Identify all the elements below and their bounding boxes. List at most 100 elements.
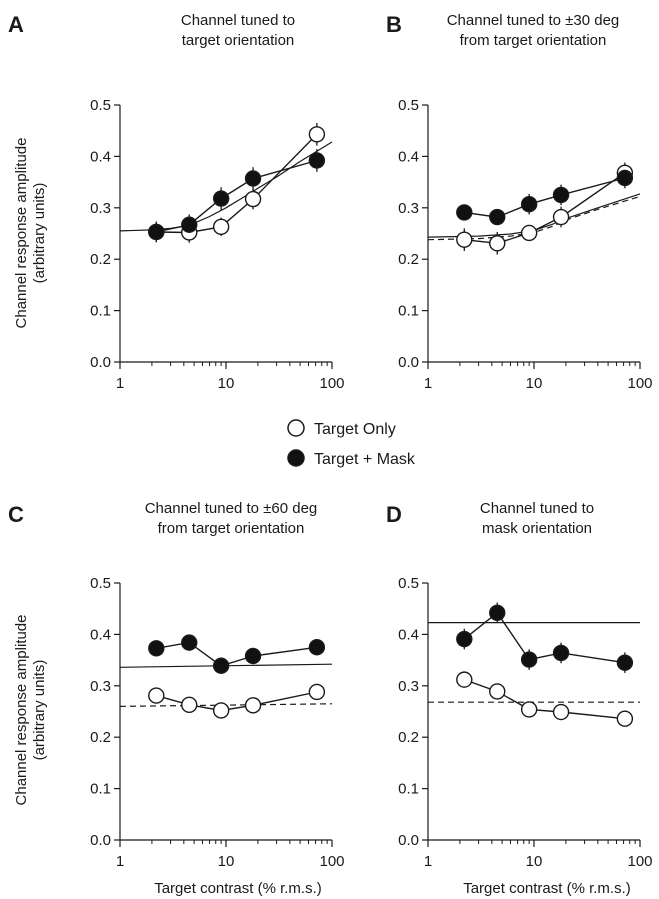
x-tick-label: 100 bbox=[627, 853, 652, 870]
x-tick-label: 10 bbox=[526, 853, 543, 870]
data-point-filled bbox=[520, 196, 538, 213]
data-point-filled bbox=[552, 644, 570, 662]
data-point-open bbox=[308, 126, 326, 143]
y-tick-label: 0.0 bbox=[90, 832, 111, 849]
data-point-filled bbox=[181, 216, 198, 233]
data-point-filled bbox=[616, 654, 634, 671]
x-tick-label: 100 bbox=[319, 375, 344, 392]
series-line-open bbox=[156, 133, 318, 234]
y-tick-label: 0.2 bbox=[90, 729, 111, 746]
data-point-filled bbox=[552, 186, 570, 204]
panel-title-line: from target orientation bbox=[460, 32, 607, 49]
y-tick-label: 0.3 bbox=[90, 200, 111, 217]
data-point-filled bbox=[616, 169, 634, 187]
data-point-filled bbox=[181, 634, 198, 651]
data-point-open bbox=[244, 190, 262, 208]
y-tick-label: 0.2 bbox=[398, 729, 419, 746]
y-tick-label: 0.1 bbox=[398, 781, 419, 798]
data-point-filled bbox=[489, 604, 506, 622]
y-tick-label: 0.5 bbox=[90, 97, 111, 114]
y-tick-label: 0.4 bbox=[398, 626, 419, 643]
panel-title-line: mask orientation bbox=[482, 520, 592, 537]
y-axis-title-bottom: Channel response amplitude (arbitrary un… bbox=[13, 615, 48, 806]
data-point-open bbox=[520, 224, 538, 242]
y-tick-label: 0.1 bbox=[398, 303, 419, 320]
panel-title-line: target orientation bbox=[182, 32, 295, 49]
panel-title-line: from target orientation bbox=[158, 520, 305, 537]
y-tick-label: 0.0 bbox=[398, 832, 419, 849]
fit-line-dashed bbox=[427, 195, 641, 241]
y-axis-title-top: Channel response amplitude (arbitrary un… bbox=[13, 138, 48, 329]
y-tick-label: 0.5 bbox=[398, 97, 419, 114]
y-tick-label: 0.3 bbox=[398, 678, 419, 695]
y-tick-label: 0.4 bbox=[90, 148, 111, 165]
panel-title-line: Channel tuned to bbox=[181, 12, 295, 29]
y-axis-title-line1: Channel response amplitude bbox=[13, 615, 30, 806]
series-line-open bbox=[464, 172, 626, 245]
x-tick-label: 10 bbox=[218, 853, 235, 870]
data-point-filled bbox=[520, 651, 538, 668]
data-point-open bbox=[489, 683, 506, 700]
series-line-filled bbox=[156, 641, 317, 667]
data-point-filled bbox=[489, 208, 506, 226]
y-tick-label: 0.2 bbox=[90, 251, 111, 268]
y-axis-title-line2: (arbitrary units) bbox=[31, 183, 48, 284]
data-point-filled bbox=[148, 640, 165, 657]
data-point-open bbox=[308, 683, 326, 701]
x-tick-label: 1 bbox=[116, 375, 124, 392]
y-tick-label: 0.4 bbox=[90, 626, 111, 643]
x-tick-label: 1 bbox=[424, 375, 432, 392]
y-axis-title-line2: (arbitrary units) bbox=[31, 660, 48, 761]
data-point-filled bbox=[212, 657, 230, 674]
data-point-open bbox=[552, 208, 570, 226]
data-point-open bbox=[489, 235, 506, 252]
y-tick-label: 0.2 bbox=[398, 251, 419, 268]
panel-c: C Channel tuned to ±60 deg from target ori… bbox=[8, 500, 345, 870]
y-tick-label: 0.0 bbox=[398, 354, 419, 371]
data-point-filled bbox=[244, 647, 262, 665]
x-axis-title-c: Target contrast (% r.m.s.) bbox=[154, 880, 322, 897]
series-line-filled bbox=[464, 177, 626, 218]
data-point-open bbox=[552, 703, 570, 721]
panel-letter: C bbox=[8, 502, 24, 527]
series-line-open bbox=[156, 691, 318, 712]
data-point-filled bbox=[148, 223, 165, 241]
x-axis-title-d: Target contrast (% r.m.s.) bbox=[463, 880, 631, 897]
fit-line-dashed bbox=[119, 703, 333, 707]
fit-line-solid bbox=[427, 193, 641, 238]
data-point-open bbox=[181, 696, 198, 714]
data-point-open bbox=[212, 702, 230, 719]
panel-title-line: Channel tuned to bbox=[480, 500, 594, 517]
x-tick-label: 1 bbox=[116, 853, 124, 870]
data-point-filled bbox=[212, 190, 230, 207]
data-point-open bbox=[616, 710, 634, 727]
legend-open-circle-marker bbox=[287, 419, 305, 437]
series-line-filled bbox=[156, 159, 318, 233]
y-tick-label: 0.3 bbox=[90, 678, 111, 695]
data-point-open bbox=[520, 701, 538, 718]
data-point-filled bbox=[308, 152, 326, 169]
data-point-open bbox=[456, 671, 473, 688]
x-tick-label: 100 bbox=[319, 853, 344, 870]
legend: Target Only Target + Mask bbox=[287, 419, 416, 468]
data-point-filled bbox=[244, 170, 262, 187]
y-tick-label: 0.0 bbox=[90, 354, 111, 371]
data-point-open bbox=[212, 218, 230, 236]
fit-line-solid bbox=[119, 141, 333, 232]
y-tick-label: 0.5 bbox=[90, 575, 111, 592]
legend-filled-circle-marker bbox=[287, 449, 305, 467]
x-tick-label: 1 bbox=[424, 853, 432, 870]
data-point-open bbox=[148, 687, 165, 704]
panel-title-line: Channel tuned to ±60 deg bbox=[145, 500, 318, 517]
panel-b: B Channel tuned to ±30 deg from target ori… bbox=[386, 12, 653, 392]
series-line-filled bbox=[463, 611, 626, 664]
panel-letter: A bbox=[8, 12, 24, 37]
x-tick-label: 10 bbox=[218, 375, 235, 392]
x-tick-label: 10 bbox=[526, 375, 543, 392]
panel-title-line: Channel tuned to ±30 deg bbox=[447, 12, 620, 29]
y-tick-label: 0.1 bbox=[90, 303, 111, 320]
data-point-filled bbox=[456, 204, 473, 221]
data-point-filled bbox=[456, 630, 473, 648]
x-tick-label: 100 bbox=[627, 375, 652, 392]
panel-a: A Channel tuned to target orientation 0.0 0.… bbox=[8, 12, 345, 392]
